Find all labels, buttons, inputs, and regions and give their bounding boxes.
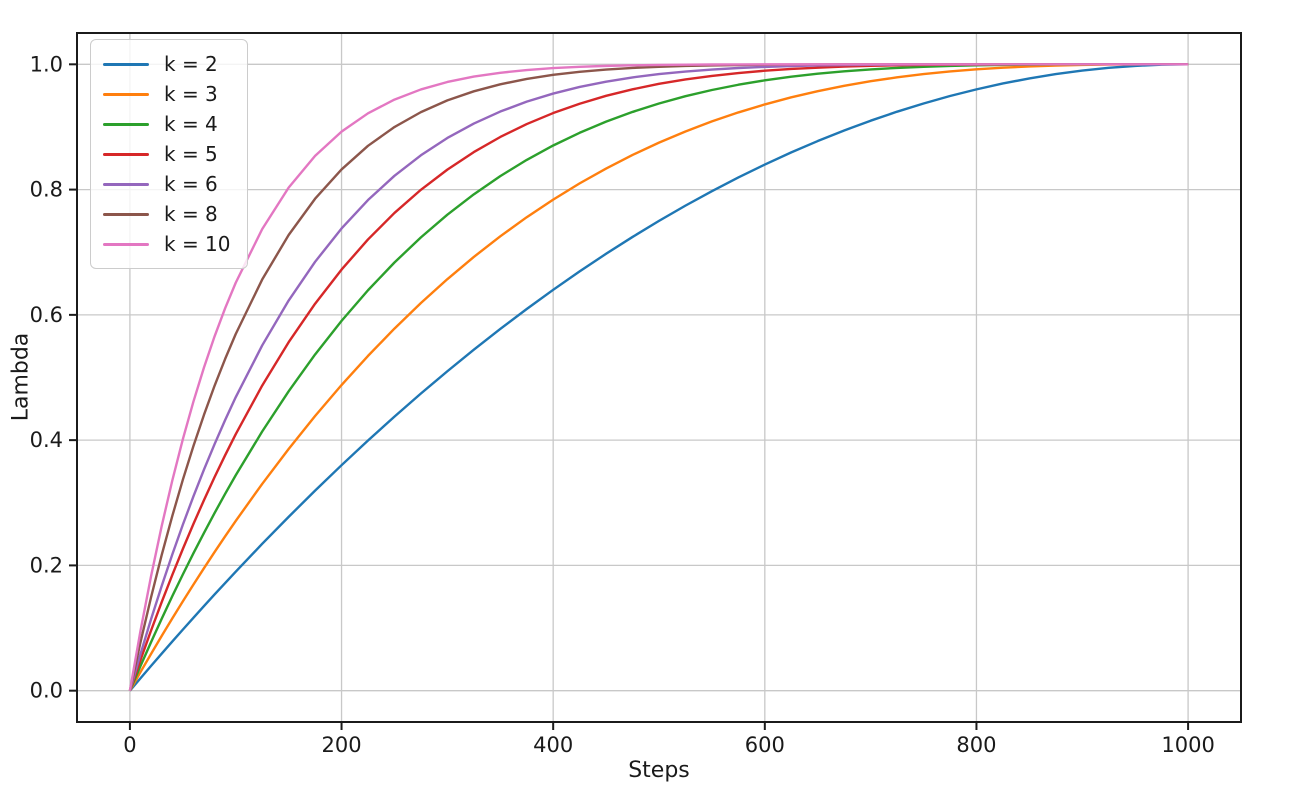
x-axis-label: Steps — [628, 758, 690, 783]
legend-item-label: k = 2 — [164, 52, 218, 76]
legend-swatch — [103, 212, 149, 216]
y-tick-label: 1.0 — [30, 52, 63, 76]
axes-frame — [76, 32, 1242, 723]
legend-item-label: k = 6 — [164, 172, 218, 196]
y-tick-label: 0.8 — [30, 178, 63, 202]
y-tick-label: 0.0 — [30, 679, 63, 703]
y-tick-label: 0.2 — [30, 553, 63, 577]
legend-item-label: k = 10 — [164, 232, 231, 256]
legend-item-label: k = 8 — [164, 202, 218, 226]
x-tick-label: 800 — [956, 733, 996, 757]
series-line-k-3 — [128, 63, 1189, 692]
y-tick-label: 0.4 — [30, 428, 63, 452]
legend-item: k = 8 — [103, 199, 231, 229]
y-tick-label: 0.6 — [30, 303, 63, 327]
legend-item-label: k = 5 — [164, 142, 218, 166]
x-tick-label: 200 — [321, 733, 361, 757]
legend-item: k = 3 — [103, 79, 231, 109]
legend-swatch — [103, 152, 149, 156]
legend-swatch — [103, 242, 149, 246]
series-line-k-6 — [128, 63, 1189, 692]
legend-item: k = 10 — [103, 229, 231, 259]
legend-item: k = 2 — [103, 49, 231, 79]
legend-item: k = 6 — [103, 169, 231, 199]
y-axis-label: Lambda — [8, 332, 34, 422]
series-line-k-5 — [128, 63, 1189, 692]
legend: k = 2 k = 3 k = 4 k = 5 k = 6 k = 8 k = 10 — [90, 39, 248, 269]
legend-item-label: k = 3 — [164, 82, 218, 106]
series-line-k-2 — [128, 63, 1189, 692]
x-tick-label: 400 — [533, 733, 573, 757]
legend-swatch — [103, 182, 149, 186]
legend-item-label: k = 4 — [164, 112, 218, 136]
legend-item: k = 5 — [103, 139, 231, 169]
legend-swatch — [103, 92, 149, 96]
legend-swatch — [103, 62, 149, 66]
x-tick-label: 0 — [123, 733, 136, 757]
series-line-k-10 — [128, 63, 1189, 691]
x-tick-label: 600 — [745, 733, 785, 757]
series-line-k-8 — [128, 63, 1189, 691]
series-line-k-4 — [128, 63, 1189, 692]
legend-item: k = 4 — [103, 109, 231, 139]
legend-swatch — [103, 122, 149, 126]
x-tick-label: 1000 — [1161, 733, 1214, 757]
